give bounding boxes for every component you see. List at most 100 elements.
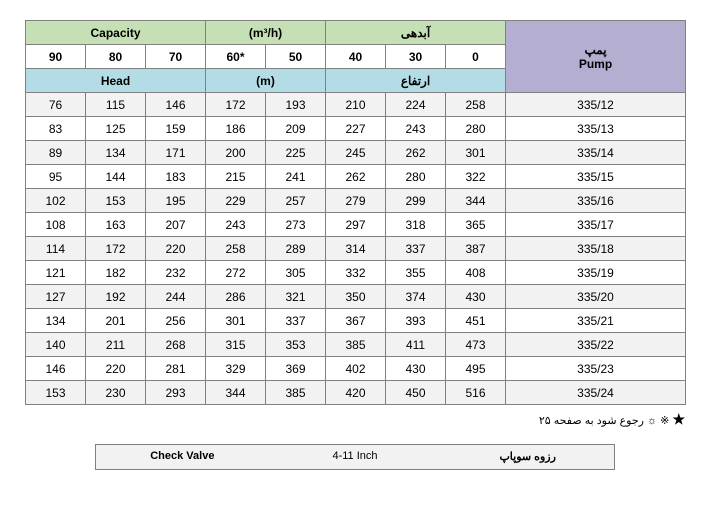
capacity-label-fa: آبدهی [326, 21, 506, 45]
capacity-header-row: Capacity (m³/h) آبدهی پمپ Pump [26, 21, 686, 45]
col-1: 80 [86, 45, 146, 69]
col-3: 60* [206, 45, 266, 69]
size-label: 4-11 Inch [269, 445, 442, 469]
cell-value: 243 [206, 213, 266, 237]
cell-value: 241 [266, 165, 326, 189]
cell-value: 258 [446, 93, 506, 117]
cell-value: 337 [266, 309, 326, 333]
cell-value: 272 [206, 261, 266, 285]
pump-model: 335/14 [506, 141, 686, 165]
footnote-symbols: ※ ☼ [647, 415, 669, 427]
table-row: 127192244286321350374430335/20 [26, 285, 686, 309]
cell-value: 365 [446, 213, 506, 237]
pump-model: 335/17 [506, 213, 686, 237]
capacity-label-en: Capacity [26, 21, 206, 45]
cell-value: 108 [26, 213, 86, 237]
cell-value: 159 [146, 117, 206, 141]
cell-value: 230 [86, 381, 146, 405]
table-row: 83125159186209227243280335/13 [26, 117, 686, 141]
cell-value: 516 [446, 381, 506, 405]
cell-value: 172 [86, 237, 146, 261]
cell-value: 332 [326, 261, 386, 285]
pump-model: 335/15 [506, 165, 686, 189]
cell-value: 244 [146, 285, 206, 309]
table-row: 153230293344385420450516335/24 [26, 381, 686, 405]
cell-value: 337 [386, 237, 446, 261]
cell-value: 193 [266, 93, 326, 117]
cell-value: 220 [86, 357, 146, 381]
footnote-star: ★ [672, 411, 685, 427]
cell-value: 305 [266, 261, 326, 285]
table-row: 146220281329369402430495335/23 [26, 357, 686, 381]
cell-value: 374 [386, 285, 446, 309]
col-7: 0 [446, 45, 506, 69]
table-row: 108163207243273297318365335/17 [26, 213, 686, 237]
table-row: 114172220258289314337387335/18 [26, 237, 686, 261]
cell-value: 273 [266, 213, 326, 237]
cell-value: 224 [386, 93, 446, 117]
cell-value: 430 [386, 357, 446, 381]
cell-value: 114 [26, 237, 86, 261]
cell-value: 353 [266, 333, 326, 357]
cell-value: 232 [146, 261, 206, 285]
cell-value: 220 [146, 237, 206, 261]
capacity-unit: (m³/h) [206, 21, 326, 45]
cell-value: 227 [326, 117, 386, 141]
pump-label-en: Pump [508, 57, 683, 71]
cell-value: 209 [266, 117, 326, 141]
cell-value: 385 [266, 381, 326, 405]
cell-value: 262 [386, 141, 446, 165]
cell-value: 301 [446, 141, 506, 165]
pump-data-table: Capacity (m³/h) آبدهی پمپ Pump 90 80 70 … [25, 20, 686, 405]
cell-value: 344 [446, 189, 506, 213]
cell-value: 200 [206, 141, 266, 165]
cell-value: 172 [206, 93, 266, 117]
table-row: 76115146172193210224258335/12 [26, 93, 686, 117]
table-row: 89134171200225245262301335/14 [26, 141, 686, 165]
cell-value: 301 [206, 309, 266, 333]
pump-model: 335/16 [506, 189, 686, 213]
col-2: 70 [146, 45, 206, 69]
cell-value: 127 [26, 285, 86, 309]
cell-value: 171 [146, 141, 206, 165]
cell-value: 280 [386, 165, 446, 189]
cell-value: 297 [326, 213, 386, 237]
cell-value: 408 [446, 261, 506, 285]
cell-value: 315 [206, 333, 266, 357]
cell-value: 299 [386, 189, 446, 213]
table-row: 95144183215241262280322335/15 [26, 165, 686, 189]
check-valve-label: Check Valve [96, 445, 269, 469]
cell-value: 134 [86, 141, 146, 165]
cell-value: 95 [26, 165, 86, 189]
cell-value: 385 [326, 333, 386, 357]
cell-value: 387 [446, 237, 506, 261]
pump-model: 335/13 [506, 117, 686, 141]
cell-value: 473 [446, 333, 506, 357]
cell-value: 89 [26, 141, 86, 165]
cell-value: 393 [386, 309, 446, 333]
cell-value: 430 [446, 285, 506, 309]
cell-value: 451 [446, 309, 506, 333]
table-body: 76115146172193210224258335/1283125159186… [26, 93, 686, 405]
pump-model: 335/24 [506, 381, 686, 405]
cell-value: 279 [326, 189, 386, 213]
table-row: 134201256301337367393451335/21 [26, 309, 686, 333]
head-label-fa: ارتفاع [326, 69, 506, 93]
cell-value: 495 [446, 357, 506, 381]
cell-value: 183 [146, 165, 206, 189]
cell-value: 121 [26, 261, 86, 285]
cell-value: 76 [26, 93, 86, 117]
cell-value: 144 [86, 165, 146, 189]
cell-value: 146 [26, 357, 86, 381]
cell-value: 245 [326, 141, 386, 165]
footnote-text: رجوع شود به صفحه ۲۵ [539, 415, 644, 427]
cell-value: 153 [86, 189, 146, 213]
cell-value: 215 [206, 165, 266, 189]
cell-value: 201 [86, 309, 146, 333]
head-label-en: Head [26, 69, 206, 93]
head-unit: (m) [206, 69, 326, 93]
cell-value: 350 [326, 285, 386, 309]
cell-value: 115 [86, 93, 146, 117]
cell-value: 163 [86, 213, 146, 237]
cell-value: 146 [146, 93, 206, 117]
